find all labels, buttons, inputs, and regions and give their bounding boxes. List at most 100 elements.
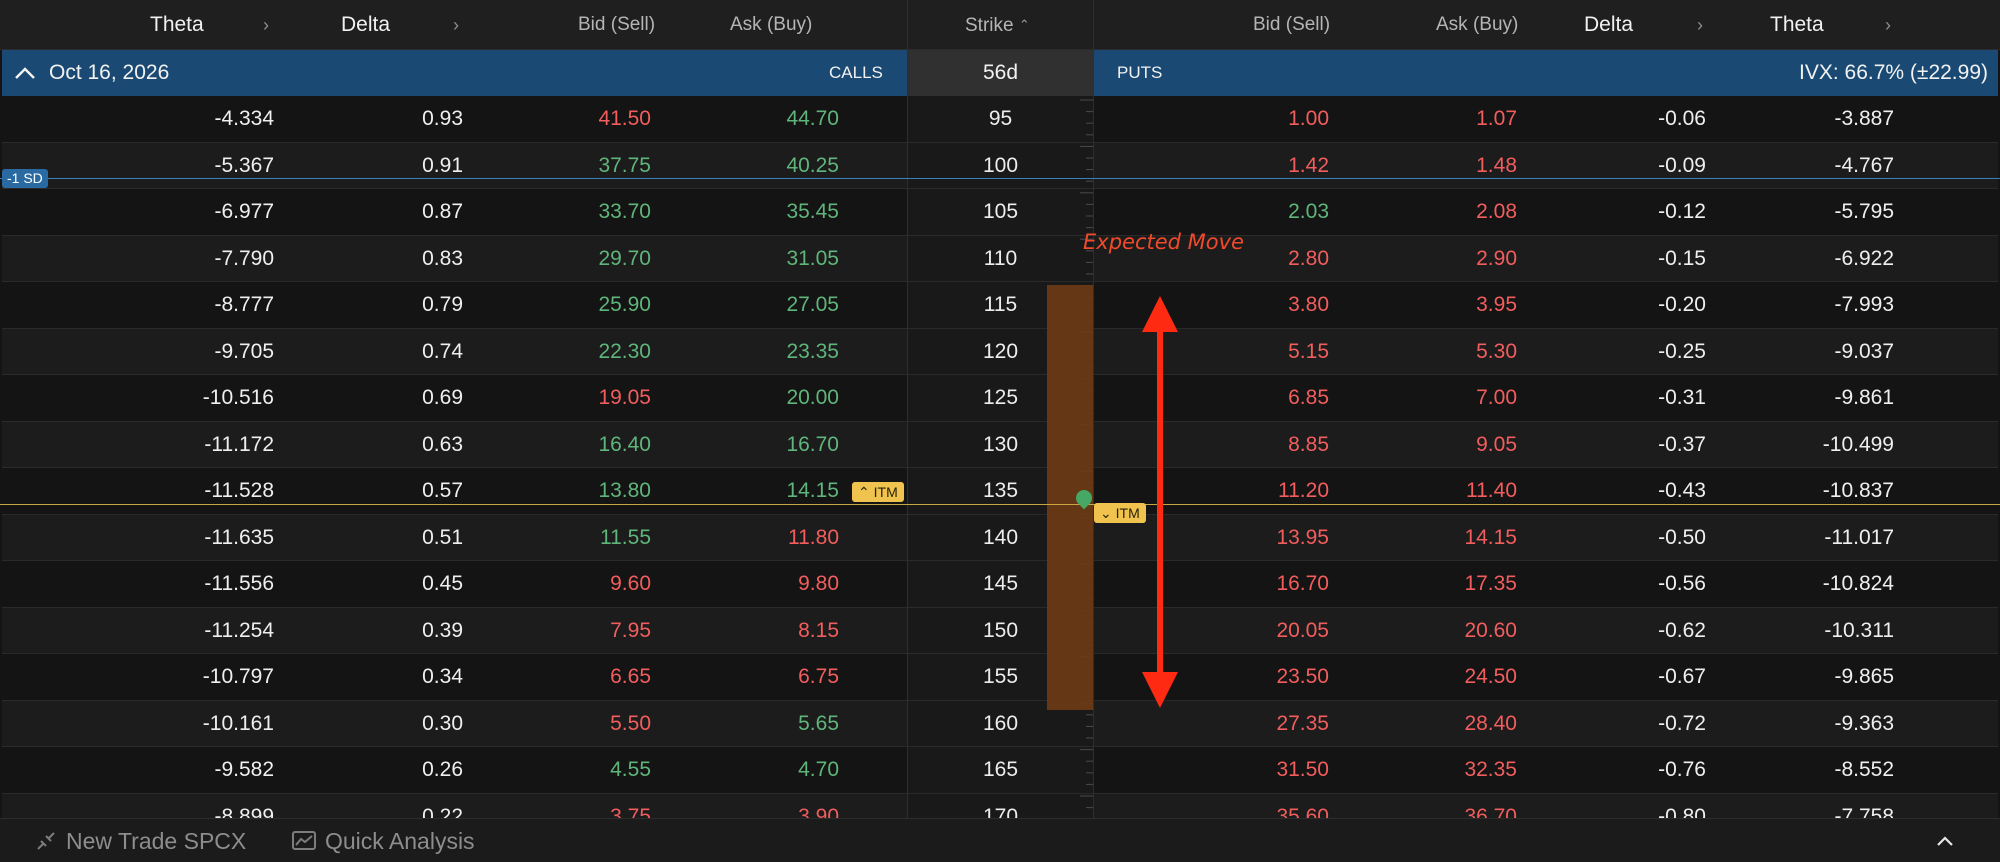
put-bid-cell[interactable]: 6.85 (1288, 386, 1329, 409)
table-row[interactable]: -4.334 0.93 41.50 44.70 1.00 1.07 -0.06 -3.887 9… (2, 96, 1998, 143)
chevron-right-icon[interactable]: › (263, 15, 269, 35)
header-call-ask[interactable]: Ask (Buy) (730, 14, 813, 35)
call-bid-cell[interactable]: 25.90 (598, 293, 651, 316)
table-row[interactable]: -7.790 0.83 29.70 31.05 2.80 2.90 -0.15 -6.922 1… (2, 235, 1998, 282)
new-trade-button[interactable]: New Trade SPCX (34, 819, 246, 862)
put-bid-cell[interactable]: 5.15 (1288, 339, 1329, 363)
table-row[interactable]: -11.254 0.39 7.95 8.15 20.05 20.60 -0.62 -10.31… (2, 607, 1998, 654)
call-bid-cell[interactable]: 7.95 (610, 618, 651, 642)
itm-calls-badge[interactable]: ⌃ ITM (852, 482, 904, 502)
header-strike[interactable]: Strike ⌃ (965, 0, 1030, 50)
header-call-delta[interactable]: Delta (341, 13, 391, 36)
put-bid-cell[interactable]: 20.05 (1276, 618, 1329, 642)
put-bid-cell[interactable]: 2.80 (1288, 246, 1329, 270)
put-bid-cell[interactable]: 23.50 (1276, 665, 1329, 688)
expiration-bar[interactable]: Oct 16, 2026 CALLS 56d PUTS IVX: 66.7% (… (0, 50, 2000, 96)
table-row[interactable]: -11.556 0.45 9.60 9.80 16.70 17.35 -0.56 -10.82… (2, 561, 1998, 608)
chevron-right-icon[interactable]: › (1885, 15, 1891, 35)
call-ask-cell[interactable]: 31.05 (786, 246, 839, 270)
call-bid-cell[interactable]: 16.40 (598, 432, 651, 456)
put-bid-cell[interactable]: 1.00 (1288, 107, 1329, 130)
call-bid-cell[interactable]: 22.30 (598, 339, 651, 363)
itm-puts-badge[interactable]: ⌄ ITM (1094, 503, 1146, 523)
put-ask-cell[interactable]: 2.90 (1476, 246, 1517, 270)
put-ask-cell[interactable]: 36.70 (1464, 804, 1517, 819)
put-ask-cell[interactable]: 14.15 (1464, 525, 1517, 549)
call-ask-cell[interactable]: 27.05 (786, 293, 839, 316)
put-bid-cell[interactable]: 3.80 (1288, 293, 1329, 316)
call-ask-cell[interactable]: 4.70 (798, 758, 839, 781)
put-ask-cell[interactable]: 32.35 (1464, 758, 1517, 781)
put-ask-cell[interactable]: 24.50 (1464, 665, 1517, 688)
table-row[interactable]: -10.161 0.30 5.50 5.65 27.35 28.40 -0.72 -9.363… (2, 700, 1998, 747)
put-ask-cell[interactable]: 20.60 (1464, 618, 1517, 642)
call-bid-cell[interactable]: 5.50 (610, 711, 651, 735)
header-put-ask[interactable]: Ask (Buy) (1436, 14, 1519, 35)
put-bid-cell[interactable]: 16.70 (1276, 572, 1329, 595)
table-row[interactable]: -9.582 0.26 4.55 4.70 31.50 32.35 -0.76 -8.552 1… (2, 747, 1998, 794)
put-bid-cell[interactable]: 27.35 (1276, 711, 1329, 735)
call-ask-cell[interactable]: 23.35 (786, 339, 839, 363)
table-row[interactable]: -6.977 0.87 33.70 35.45 2.03 2.08 -0.12 -5.795 1… (2, 189, 1998, 236)
call-bid-cell[interactable]: 11.55 (600, 525, 651, 549)
table-row[interactable]: -11.172 0.63 16.40 16.70 8.85 9.05 -0.37 -10.49… (2, 421, 1998, 468)
table-row[interactable]: -5.367 0.91 37.75 40.25 1.42 1.48 -0.09 -4.767 1… (2, 142, 1998, 189)
header-call-bid[interactable]: Bid (Sell) (578, 14, 656, 35)
header-put-theta[interactable]: Theta (1770, 13, 1824, 36)
call-bid-cell[interactable]: 13.80 (598, 479, 651, 502)
call-ask-cell[interactable]: 8.15 (798, 618, 839, 642)
call-ask-cell[interactable]: 40.25 (786, 153, 839, 177)
put-bid-cell[interactable]: 13.95 (1276, 525, 1329, 549)
table-row[interactable]: -8.777 0.79 25.90 27.05 3.80 3.95 -0.20 -7.993 1… (2, 282, 1998, 329)
call-bid-cell[interactable]: 33.70 (598, 200, 651, 223)
header-call-theta[interactable]: Theta (150, 13, 204, 36)
table-row[interactable]: -8.899 0.22 3.75 3.90 35.60 36.70 -0.80 -7.758 1… (2, 793, 1998, 819)
call-bid-cell[interactable]: 41.50 (598, 107, 651, 130)
put-bid-cell[interactable]: 31.50 (1276, 758, 1329, 781)
put-ask-cell[interactable]: 7.00 (1476, 386, 1517, 409)
put-ask-cell[interactable]: 17.35 (1464, 572, 1517, 595)
put-bid-cell[interactable]: 1.42 (1288, 153, 1329, 177)
call-ask-cell[interactable]: 3.90 (798, 804, 839, 819)
put-bid-cell[interactable]: 35.60 (1276, 804, 1329, 819)
call-bid-cell[interactable]: 4.55 (610, 758, 651, 781)
call-ask-cell[interactable]: 35.45 (786, 200, 839, 223)
put-ask-cell[interactable]: 1.07 (1476, 107, 1517, 130)
call-bid-cell[interactable]: 6.65 (610, 665, 651, 688)
call-bid-cell[interactable]: 19.05 (598, 386, 651, 409)
table-row[interactable]: -9.705 0.74 22.30 23.35 5.15 5.30 -0.25 -9.037 1… (2, 328, 1998, 375)
call-bid-cell[interactable]: 29.70 (598, 246, 651, 270)
call-ask-cell[interactable]: 5.65 (798, 711, 839, 735)
call-ask-cell[interactable]: 16.70 (786, 432, 839, 456)
put-bid-cell[interactable]: 2.03 (1288, 200, 1329, 223)
put-bid-cell[interactable]: 8.85 (1288, 432, 1329, 456)
chevron-right-icon[interactable]: › (1697, 15, 1703, 35)
header-put-bid[interactable]: Bid (Sell) (1253, 14, 1331, 35)
put-ask-cell[interactable]: 3.95 (1476, 293, 1517, 316)
call-ask-cell[interactable]: 44.70 (786, 107, 839, 130)
put-ask-cell[interactable]: 11.40 (1466, 479, 1517, 502)
call-bid-cell[interactable]: 37.75 (598, 153, 651, 177)
table-row[interactable]: -10.516 0.69 19.05 20.00 6.85 7.00 -0.31 -9.861… (2, 375, 1998, 422)
put-ask-cell[interactable]: 5.30 (1476, 339, 1517, 363)
call-ask-cell[interactable]: 11.80 (788, 525, 839, 549)
put-ask-cell[interactable]: 28.40 (1464, 711, 1517, 735)
header-put-delta[interactable]: Delta (1584, 13, 1634, 36)
table-row[interactable]: -11.528 0.57 13.80 14.15 11.20 11.40 -0.43 -10.… (2, 468, 1998, 515)
quick-analysis-button[interactable]: Quick Analysis (291, 819, 475, 862)
chevron-right-icon[interactable]: › (453, 15, 459, 35)
put-ask-cell[interactable]: 1.48 (1476, 153, 1517, 177)
put-bid-cell[interactable]: 11.20 (1278, 479, 1329, 502)
call-bid-cell[interactable]: 3.75 (610, 804, 651, 819)
call-ask-cell[interactable]: 20.00 (786, 386, 839, 409)
table-row[interactable]: -10.797 0.34 6.65 6.75 23.50 24.50 -0.67 -9.865… (2, 654, 1998, 701)
call-ask-cell[interactable]: 6.75 (798, 665, 839, 688)
call-bid-cell[interactable]: 9.60 (610, 572, 651, 595)
expand-chevron-icon[interactable] (1935, 834, 1955, 848)
put-ask-cell[interactable]: 9.05 (1476, 432, 1517, 456)
collapse-chevron-icon[interactable] (14, 65, 36, 81)
call-ask-cell[interactable]: 14.15 (786, 479, 839, 502)
call-ask-cell[interactable]: 9.80 (798, 572, 839, 595)
table-row[interactable]: -11.635 0.51 11.55 11.80 13.95 14.15 -0.50 -11.… (2, 514, 1998, 561)
put-ask-cell[interactable]: 2.08 (1476, 200, 1517, 223)
